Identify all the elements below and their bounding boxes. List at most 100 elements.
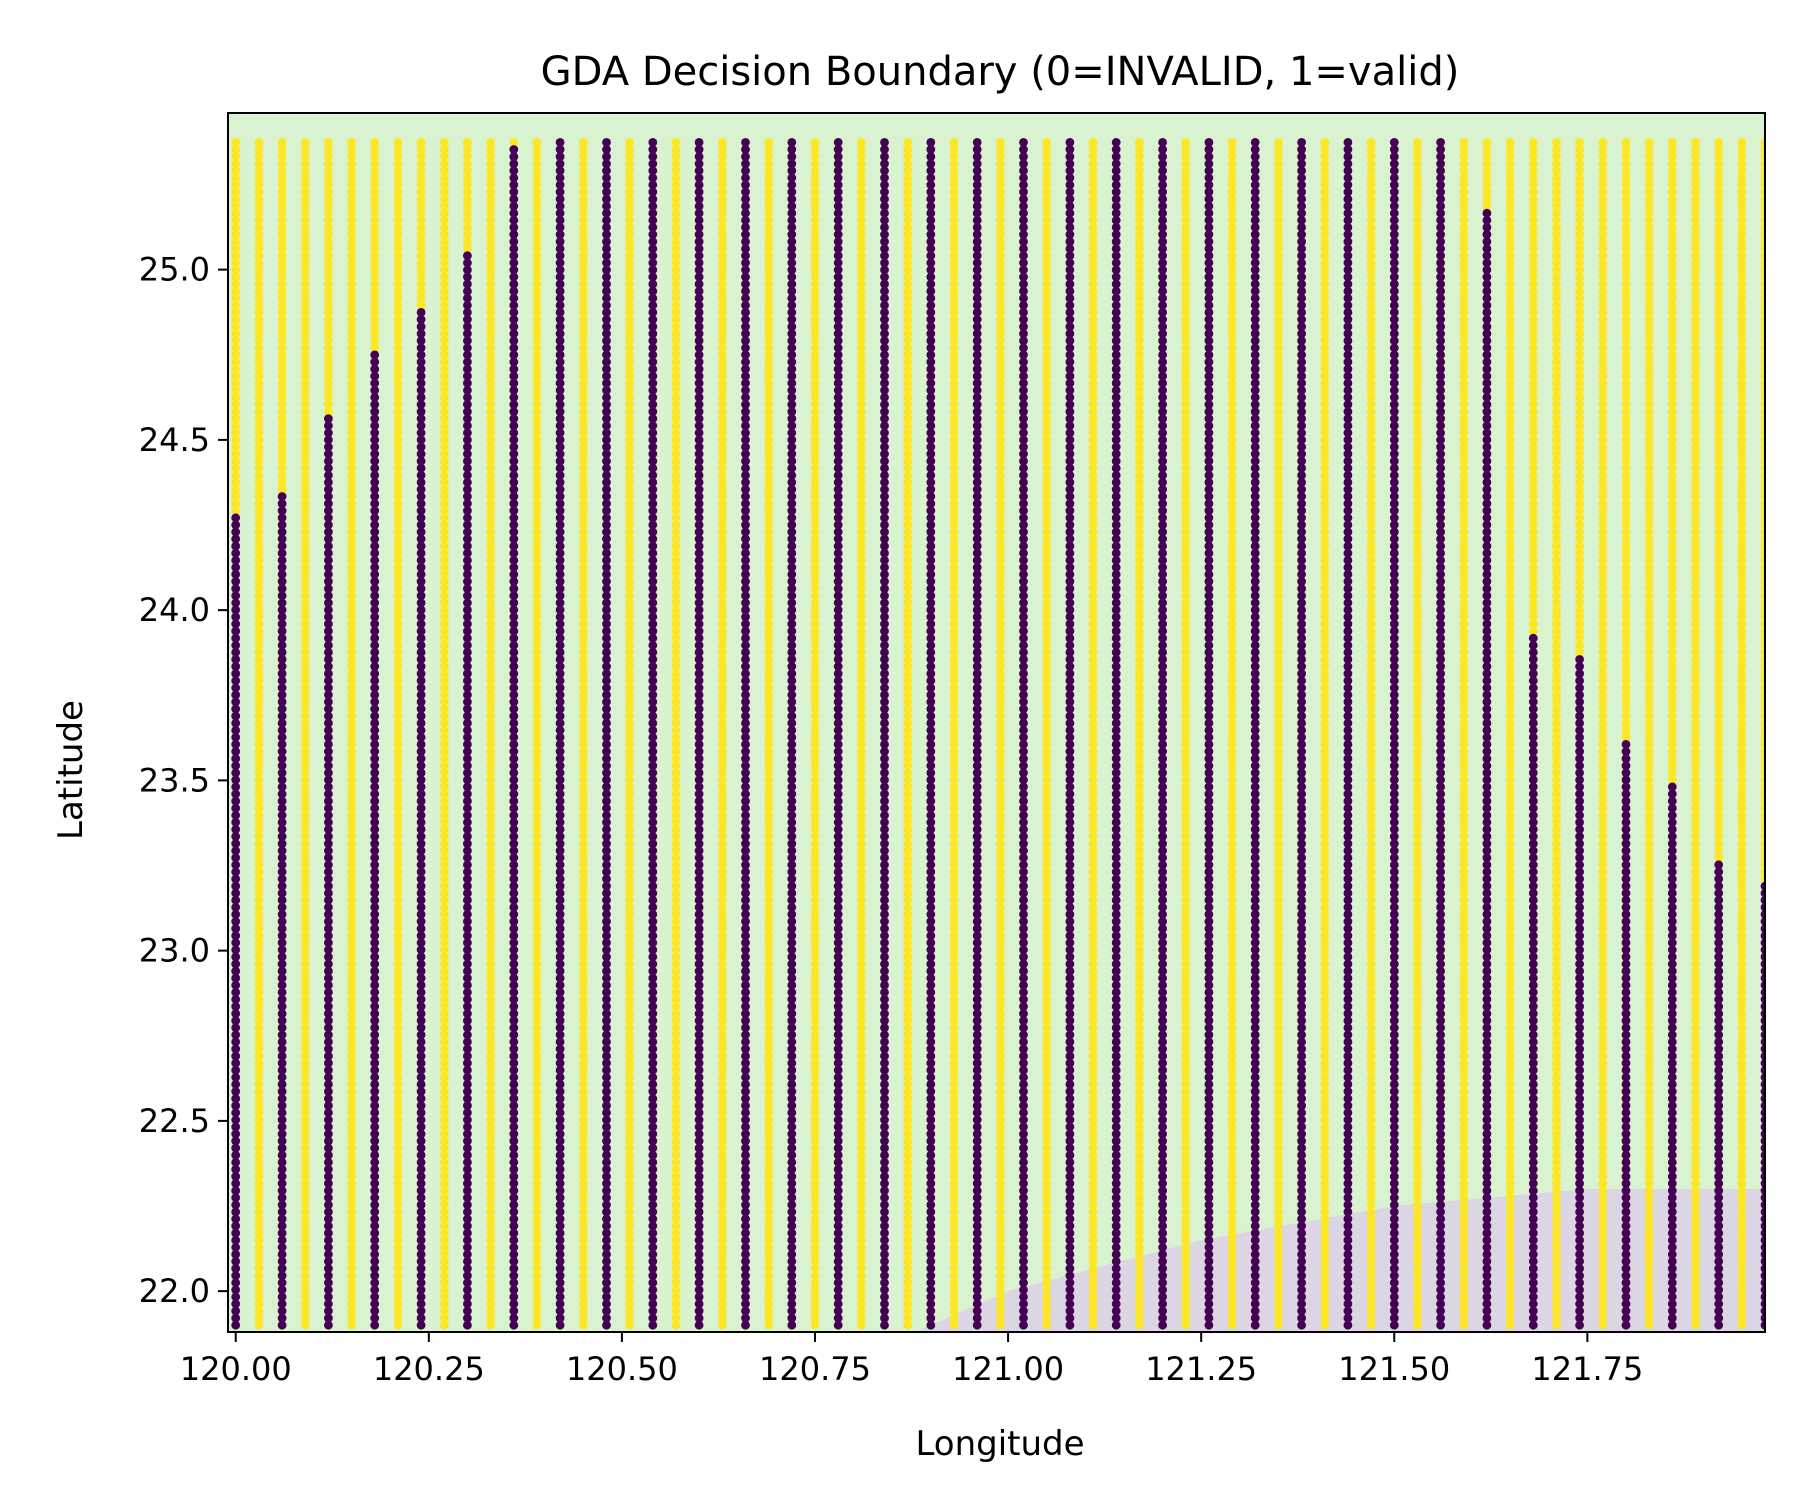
point-class-1 — [486, 839, 495, 848]
point-class-1 — [486, 718, 495, 728]
point-class-1 — [254, 563, 264, 572]
point-class-1 — [439, 690, 449, 700]
point-class-1 — [486, 796, 495, 806]
point-class-1 — [393, 492, 403, 501]
point-class-1 — [486, 662, 495, 671]
point-class-1 — [231, 393, 241, 402]
point-class-1 — [347, 548, 356, 558]
point-class-1 — [277, 258, 287, 268]
point-class-1 — [347, 364, 356, 374]
point-class-1 — [416, 251, 426, 261]
point-class-1 — [393, 1037, 403, 1047]
point-class-1 — [393, 846, 403, 856]
point-class-1 — [300, 1214, 310, 1224]
point-class-1 — [277, 428, 287, 438]
point-class-1 — [254, 1228, 264, 1238]
point-class-1 — [254, 633, 264, 643]
point-class-1 — [254, 853, 264, 863]
point-class-1 — [393, 577, 403, 586]
point-class-1 — [439, 895, 449, 905]
point-class-1 — [393, 669, 403, 678]
point-class-1 — [439, 676, 449, 686]
point-class-1 — [300, 874, 310, 884]
point-class-1 — [347, 1016, 356, 1025]
point-class-1 — [254, 223, 264, 232]
point-class-1 — [254, 1136, 264, 1146]
point-class-1 — [439, 400, 449, 409]
point-class-1 — [300, 336, 310, 346]
point-class-1 — [254, 286, 264, 296]
point-class-1 — [254, 1221, 264, 1231]
point-class-1 — [347, 917, 356, 926]
point-class-1 — [393, 612, 403, 622]
point-class-1 — [347, 591, 356, 601]
point-class-1 — [254, 810, 264, 820]
point-class-1 — [393, 407, 403, 416]
point-class-1 — [439, 378, 449, 388]
point-class-1 — [393, 534, 403, 544]
point-class-1 — [347, 626, 356, 636]
point-class-1 — [439, 1179, 449, 1188]
point-class-1 — [439, 803, 449, 813]
point-class-1 — [439, 683, 449, 693]
point-class-1 — [254, 1285, 264, 1295]
point-class-1 — [393, 1306, 403, 1316]
point-class-1 — [300, 343, 310, 353]
point-class-1 — [486, 938, 495, 948]
point-class-1 — [463, 237, 472, 247]
point-class-1 — [254, 662, 264, 671]
point-class-1 — [393, 1023, 403, 1033]
point-class-1 — [439, 959, 449, 969]
point-class-1 — [254, 825, 264, 834]
point-class-1 — [300, 1136, 310, 1146]
point-class-1 — [486, 888, 495, 898]
point-class-1 — [439, 1087, 449, 1096]
point-class-1 — [486, 747, 495, 756]
point-class-1 — [347, 1172, 356, 1181]
point-class-1 — [231, 478, 241, 487]
point-class-1 — [254, 945, 264, 955]
point-class-1 — [254, 1051, 264, 1061]
point-class-1 — [254, 669, 264, 678]
point-class-1 — [1459, 138, 1469, 147]
point-class-1 — [300, 478, 310, 487]
point-class-1 — [347, 201, 356, 211]
point-class-1 — [347, 782, 356, 792]
point-class-1 — [347, 541, 356, 551]
point-class-1 — [324, 400, 333, 409]
point-class-1 — [300, 676, 310, 686]
point-class-1 — [347, 931, 356, 941]
point-class-1 — [231, 492, 241, 501]
point-class-1 — [231, 308, 241, 317]
point-class-1 — [324, 173, 333, 183]
point-class-1 — [300, 775, 310, 785]
point-class-1 — [231, 336, 241, 346]
point-class-1 — [1366, 138, 1376, 147]
point-class-1 — [393, 1242, 403, 1252]
point-class-1 — [393, 1179, 403, 1188]
point-class-1 — [393, 322, 403, 331]
point-class-1 — [486, 782, 495, 792]
point-class-1 — [370, 308, 380, 317]
point-class-1 — [393, 378, 403, 388]
point-class-1 — [393, 463, 403, 473]
point-class-1 — [300, 987, 310, 997]
point-class-1 — [486, 1278, 495, 1288]
point-class-1 — [416, 187, 426, 197]
point-class-1 — [300, 711, 310, 721]
point-class-1 — [347, 1285, 356, 1295]
point-class-1 — [254, 761, 264, 771]
point-class-1 — [439, 159, 449, 169]
point-class-1 — [300, 357, 310, 367]
point-class-1 — [463, 194, 472, 204]
point-class-1 — [254, 265, 264, 275]
point-class-1 — [347, 895, 356, 905]
point-class-1 — [347, 598, 356, 608]
point-class-1 — [439, 1115, 449, 1125]
point-class-1 — [300, 279, 310, 289]
point-class-1 — [393, 570, 403, 579]
point-class-1 — [347, 230, 356, 239]
point-class-1 — [347, 463, 356, 473]
point-class-1 — [254, 987, 264, 997]
point-class-1 — [300, 322, 310, 331]
